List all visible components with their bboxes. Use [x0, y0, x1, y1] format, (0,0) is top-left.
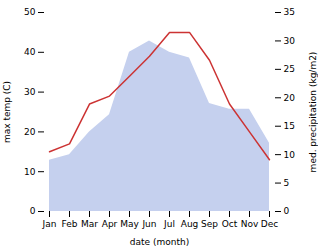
svg-text:0: 0 [284, 206, 290, 216]
svg-text:10: 10 [284, 150, 296, 160]
svg-text:Dec: Dec [261, 219, 278, 229]
svg-text:Feb: Feb [62, 219, 78, 229]
svg-text:Jul: Jul [163, 219, 175, 229]
svg-text:25: 25 [284, 64, 295, 74]
svg-text:10: 10 [24, 167, 36, 177]
svg-text:date (month): date (month) [130, 237, 189, 247]
svg-text:15: 15 [284, 121, 295, 131]
svg-text:20: 20 [284, 93, 296, 103]
svg-text:Nov: Nov [241, 219, 259, 229]
svg-text:Jan: Jan [42, 219, 57, 229]
svg-text:Jun: Jun [141, 219, 156, 229]
svg-text:Aug: Aug [181, 219, 199, 229]
svg-text:Mar: Mar [81, 219, 98, 229]
svg-text:30: 30 [24, 87, 36, 97]
svg-text:0: 0 [30, 206, 36, 216]
svg-text:40: 40 [24, 47, 36, 57]
svg-text:50: 50 [24, 7, 36, 17]
svg-text:max temp (C): max temp (C) [2, 81, 12, 143]
svg-text:Oct: Oct [222, 219, 238, 229]
svg-text:May: May [120, 219, 139, 229]
svg-text:med. precipitation (kg/m2): med. precipitation (kg/m2) [308, 52, 318, 173]
svg-text:Sep: Sep [201, 219, 218, 229]
svg-text:20: 20 [24, 127, 36, 137]
svg-text:5: 5 [284, 178, 290, 188]
svg-text:30: 30 [284, 36, 296, 46]
svg-text:Apr: Apr [102, 219, 118, 229]
svg-text:35: 35 [284, 7, 295, 17]
